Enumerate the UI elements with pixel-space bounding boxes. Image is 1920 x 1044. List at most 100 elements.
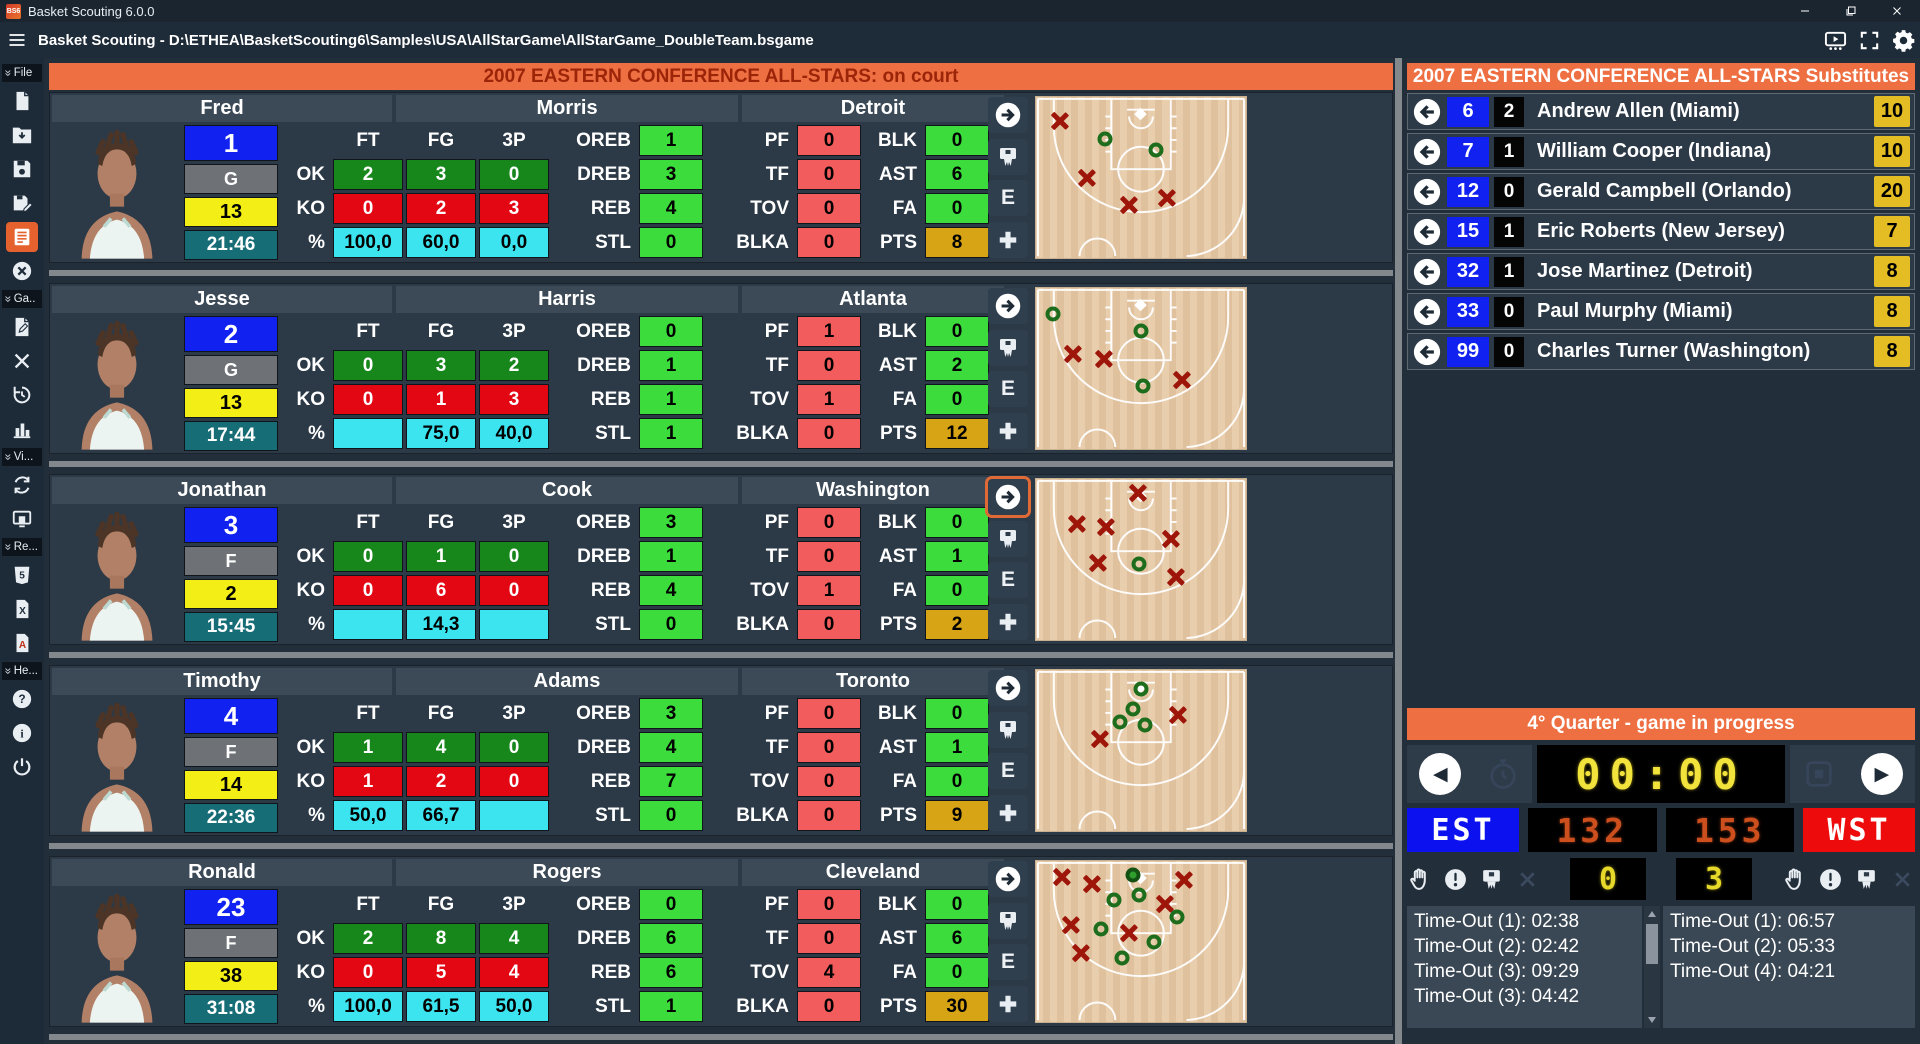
save-as-icon[interactable]	[0, 186, 44, 220]
substitute-out-button[interactable]	[985, 476, 1031, 518]
panel-splitter[interactable]	[1395, 58, 1402, 1044]
home-cancel-icon[interactable]	[1515, 867, 1540, 892]
previous-period-button[interactable]: ◀	[1419, 753, 1462, 795]
substitute-out-button[interactable]	[988, 97, 1028, 133]
player-row: Jesse Harris Atlanta 2 G 13 17	[49, 283, 1393, 454]
add-stat-button[interactable]	[988, 221, 1028, 258]
video-presentation-icon[interactable]	[1818, 22, 1852, 58]
edit-game-icon[interactable]	[0, 310, 44, 344]
home-timeout-list[interactable]: Time-Out (1): 02:38 Time-Out (2): 02:42 Ti…	[1407, 906, 1642, 1028]
exit-power-icon[interactable]	[0, 750, 44, 784]
away-timeout-hand-icon[interactable]	[1782, 867, 1807, 892]
next-period-button[interactable]: ▶	[1860, 753, 1903, 795]
add-stat-button[interactable]	[988, 985, 1028, 1022]
3p-made: 2	[479, 350, 549, 381]
live-report-icon[interactable]	[6, 222, 38, 252]
substitute-row[interactable]: 6 2 Andrew Allen (Miami) 10	[1407, 93, 1915, 130]
substitute-out-button[interactable]	[988, 861, 1028, 897]
export-html-icon[interactable]: 5	[0, 558, 44, 592]
substitute-row[interactable]: 99 0 Charles Turner (Washington) 8	[1407, 333, 1915, 370]
stopwatch-icon[interactable]	[1486, 757, 1520, 791]
substitute-in-icon[interactable]	[1412, 137, 1442, 167]
tf-value: 0	[797, 732, 861, 763]
home-timeout-hand-icon[interactable]	[1407, 867, 1432, 892]
sidebar-section-game[interactable]: » Ga..	[1, 290, 42, 308]
shot-chart[interactable]	[1035, 478, 1247, 641]
new-file-icon[interactable]	[0, 84, 44, 118]
add-stat-button[interactable]	[988, 412, 1028, 449]
substitute-in-icon[interactable]	[1412, 97, 1442, 127]
save-icon[interactable]	[0, 152, 44, 186]
away-basket-icon[interactable]	[1854, 867, 1879, 892]
substitute-in-icon[interactable]	[1412, 257, 1442, 287]
sidebar-section-view[interactable]: » Vi...	[1, 448, 42, 466]
player-stats-grid: FT FG 3P OREB 1 PF 0 BLK 0 OK 2 3 0 DREB…	[286, 125, 989, 260]
sidebar-section-help[interactable]: » He...	[1, 662, 42, 680]
close-button[interactable]	[1874, 0, 1920, 22]
stl-value: 0	[639, 800, 703, 831]
shot-chart[interactable]	[1035, 96, 1247, 259]
away-timeout-list[interactable]: Time-Out (1): 06:57 Time-Out (2): 05:33 Ti…	[1663, 906, 1915, 1028]
help-icon[interactable]: ?	[0, 682, 44, 716]
open-folder-icon[interactable]	[0, 118, 44, 152]
substitute-in-icon[interactable]	[1412, 337, 1442, 367]
away-team-foul-icon[interactable]	[1818, 867, 1843, 892]
scroll-down-icon[interactable]	[1648, 1017, 1656, 1023]
substitute-in-icon[interactable]	[1412, 177, 1442, 207]
substitute-row[interactable]: 33 0 Paul Murphy (Miami) 8	[1407, 293, 1915, 330]
info-icon[interactable]: i	[0, 716, 44, 750]
substitute-out-button[interactable]	[988, 670, 1028, 706]
shot-entry-button[interactable]	[988, 902, 1028, 939]
maximize-button[interactable]	[1828, 0, 1874, 22]
shot-chart[interactable]	[1035, 287, 1247, 450]
display-monitor-icon[interactable]	[0, 502, 44, 536]
shot-chart[interactable]	[1035, 669, 1247, 832]
shot-entry-button[interactable]	[988, 138, 1028, 175]
home-basket-icon[interactable]	[1479, 867, 1504, 892]
export-excel-icon[interactable]: X	[0, 592, 44, 626]
stop-clock-icon[interactable]	[1802, 757, 1836, 791]
settings-gear-icon[interactable]	[1886, 22, 1920, 58]
export-pdf-icon[interactable]: A	[0, 626, 44, 660]
add-stat-button[interactable]	[988, 794, 1028, 831]
fullscreen-icon[interactable]	[1852, 22, 1886, 58]
shot-entry-button[interactable]	[988, 329, 1028, 366]
home-team-foul-icon[interactable]	[1443, 867, 1468, 892]
blk-label: BLK	[877, 320, 917, 342]
history-icon[interactable]	[0, 378, 44, 412]
cancel-action-icon[interactable]	[0, 344, 44, 378]
event-button[interactable]: E	[988, 180, 1028, 217]
minimize-button[interactable]	[1782, 0, 1828, 22]
fg-percent: 61,5	[406, 991, 476, 1022]
substitute-row[interactable]: 12 0 Gerald Campbell (Orlando) 20	[1407, 173, 1915, 210]
add-stat-button[interactable]	[988, 603, 1028, 640]
fg-made: 3	[406, 350, 476, 381]
substitute-row[interactable]: 32 1 Jose Martinez (Detroit) 8	[1407, 253, 1915, 290]
statistics-chart-icon[interactable]	[0, 412, 44, 446]
timeout-scrollbar[interactable]	[1644, 906, 1660, 1028]
substitute-in-icon[interactable]	[1412, 217, 1442, 247]
close-file-icon[interactable]	[0, 254, 44, 288]
tov-label: TOV	[750, 579, 789, 601]
shot-entry-button[interactable]	[988, 711, 1028, 748]
substitute-row[interactable]: 7 1 William Cooper (Indiana) 10	[1407, 133, 1915, 170]
event-button[interactable]: E	[988, 944, 1028, 981]
fa-label: FA	[892, 579, 917, 601]
shot-entry-button[interactable]	[988, 520, 1028, 557]
fg-missed: 5	[406, 957, 476, 988]
substitute-in-icon[interactable]	[1412, 297, 1442, 327]
event-button[interactable]: E	[988, 753, 1028, 790]
refresh-icon[interactable]	[0, 468, 44, 502]
blk-label: BLK	[877, 893, 917, 915]
event-button[interactable]: E	[988, 371, 1028, 408]
scrollbar-thumb[interactable]	[1646, 924, 1658, 964]
hamburger-menu-icon[interactable]	[0, 22, 34, 58]
sidebar-section-report[interactable]: » Re...	[1, 538, 42, 556]
substitute-row[interactable]: 15 1 Eric Roberts (New Jersey) 7	[1407, 213, 1915, 250]
scroll-up-icon[interactable]	[1648, 911, 1656, 917]
shot-chart[interactable]	[1035, 860, 1247, 1023]
event-button[interactable]: E	[988, 562, 1028, 599]
away-cancel-icon[interactable]	[1890, 867, 1915, 892]
substitute-out-button[interactable]	[988, 288, 1028, 324]
sidebar-section-file[interactable]: » File	[1, 64, 42, 82]
